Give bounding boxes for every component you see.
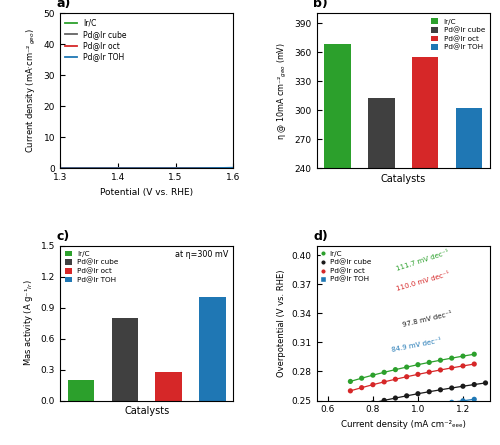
- Point: [470, 351, 478, 358]
- Point: [346, 405, 354, 412]
- Point: [392, 376, 400, 383]
- Point: [459, 397, 467, 405]
- Point: [402, 405, 410, 413]
- Point: [358, 402, 366, 409]
- X-axis label: Catalysts: Catalysts: [380, 174, 426, 184]
- Point: [369, 372, 377, 379]
- Point: [358, 384, 366, 391]
- Point: [369, 412, 377, 419]
- Text: b): b): [313, 0, 328, 10]
- Text: 97.8 mV dec⁻¹: 97.8 mV dec⁻¹: [402, 311, 453, 328]
- Legend: Ir/C, Pd@Ir cube, Pd@Ir oct, Pd@Ir TOH: Ir/C, Pd@Ir cube, Pd@Ir oct, Pd@Ir TOH: [64, 249, 120, 284]
- Point: [436, 386, 444, 393]
- Point: [425, 368, 433, 376]
- Point: [459, 383, 467, 390]
- Y-axis label: η @ 10mA cm⁻²$_{geo}$ (mV): η @ 10mA cm⁻²$_{geo}$ (mV): [276, 42, 289, 140]
- Point: [380, 369, 388, 376]
- Text: 84.9 mV dec⁻¹: 84.9 mV dec⁻¹: [391, 338, 442, 353]
- Point: [369, 381, 377, 388]
- Point: [402, 364, 410, 371]
- Text: at η=300 mV: at η=300 mV: [175, 250, 228, 259]
- Point: [402, 373, 410, 380]
- Point: [436, 366, 444, 373]
- X-axis label: Potential (V vs. RHE): Potential (V vs. RHE): [100, 188, 194, 197]
- Point: [358, 414, 366, 421]
- X-axis label: Catalysts: Catalysts: [124, 406, 170, 416]
- Point: [470, 381, 478, 388]
- Text: c): c): [56, 230, 70, 243]
- Bar: [368, 97, 394, 400]
- Y-axis label: Mas activity (A g⁻¹$_{Ir}$): Mas activity (A g⁻¹$_{Ir}$): [22, 280, 35, 366]
- Point: [425, 402, 433, 409]
- Bar: [112, 318, 138, 400]
- Point: [425, 359, 433, 366]
- Point: [414, 361, 422, 368]
- Point: [459, 352, 467, 360]
- Point: [346, 387, 354, 394]
- Bar: [156, 372, 182, 400]
- Bar: [412, 57, 438, 400]
- Bar: [456, 108, 482, 400]
- Point: [436, 356, 444, 364]
- Legend: Ir/C, Pd@Ir cube, Pd@Ir oct, Pd@Ir TOH: Ir/C, Pd@Ir cube, Pd@Ir oct, Pd@Ir TOH: [320, 249, 372, 284]
- Point: [380, 409, 388, 417]
- Point: [346, 417, 354, 424]
- Y-axis label: Overpotential (V vs. RHE): Overpotential (V vs. RHE): [277, 269, 286, 377]
- Point: [448, 399, 456, 406]
- Point: [448, 364, 456, 372]
- X-axis label: Current density (mA cm⁻²ₑₑₑ): Current density (mA cm⁻²ₑₑₑ): [341, 420, 466, 429]
- Bar: [68, 380, 94, 400]
- Text: d): d): [313, 230, 328, 243]
- Point: [335, 419, 343, 426]
- Point: [425, 388, 433, 395]
- Text: a): a): [56, 0, 71, 10]
- Point: [392, 395, 400, 402]
- Point: [414, 371, 422, 378]
- Point: [482, 380, 490, 387]
- Point: [380, 397, 388, 404]
- Point: [346, 378, 354, 385]
- Text: 110.0 mV dec⁻¹: 110.0 mV dec⁻¹: [396, 271, 450, 292]
- Point: [470, 360, 478, 368]
- Point: [459, 362, 467, 369]
- Point: [358, 375, 366, 382]
- Point: [392, 366, 400, 373]
- Point: [414, 390, 422, 397]
- Point: [402, 392, 410, 400]
- Point: [414, 404, 422, 411]
- Point: [392, 408, 400, 415]
- Point: [369, 399, 377, 406]
- Y-axis label: Current density (mA·cm⁻²$_{\/geo}$): Current density (mA·cm⁻²$_{\/geo}$): [25, 28, 38, 153]
- Bar: [324, 44, 351, 400]
- Bar: [199, 297, 226, 400]
- Legend: Ir/C, Pd@Ir cube, Pd@Ir oct, Pd@Ir TOH: Ir/C, Pd@Ir cube, Pd@Ir oct, Pd@Ir TOH: [430, 17, 486, 52]
- Point: [380, 378, 388, 385]
- Text: 111.7 mV dec⁻¹: 111.7 mV dec⁻¹: [396, 249, 450, 271]
- Point: [448, 355, 456, 362]
- Legend: Ir/C, Pd@Ir cube, Pd@Ir oct, Pd@Ir TOH: Ir/C, Pd@Ir cube, Pd@Ir oct, Pd@Ir TOH: [64, 17, 128, 63]
- Point: [436, 400, 444, 408]
- Point: [448, 384, 456, 392]
- Point: [324, 422, 332, 429]
- Point: [470, 396, 478, 403]
